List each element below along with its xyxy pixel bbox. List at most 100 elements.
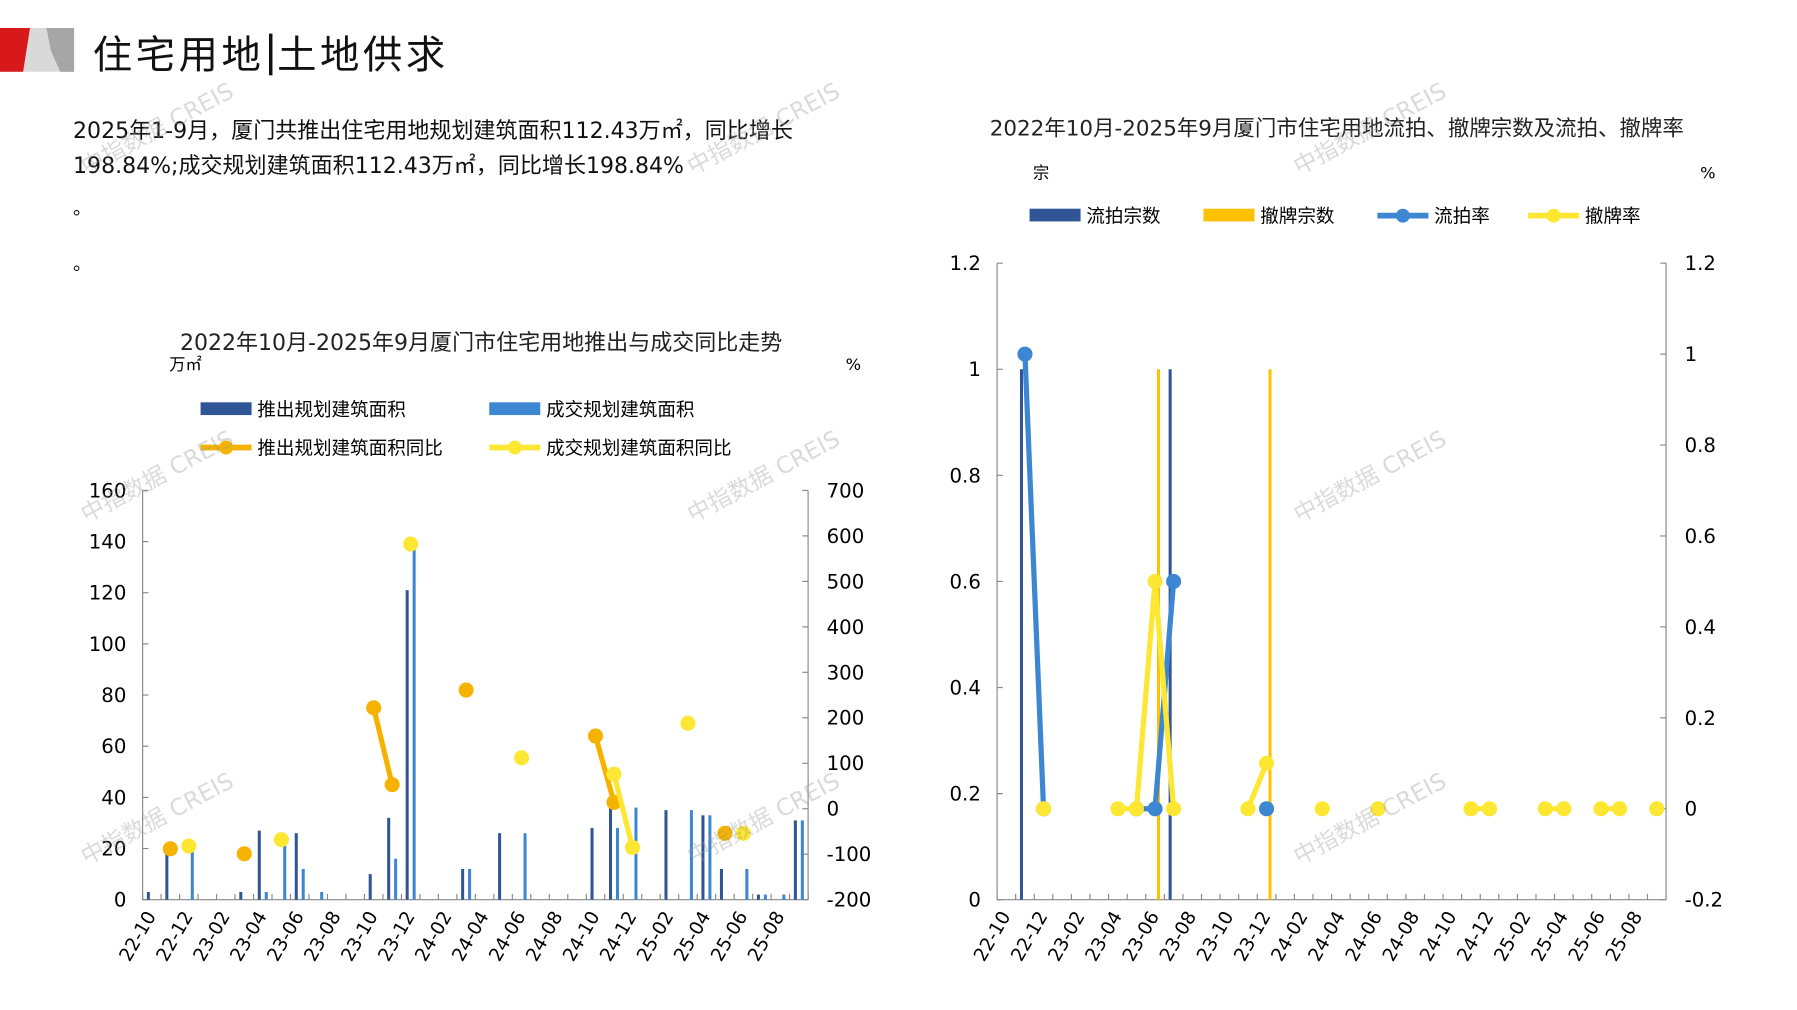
- bar: [239, 892, 243, 900]
- data-point: [1537, 801, 1553, 817]
- legend-label: 成交规划建筑面积: [546, 400, 694, 421]
- y-tick-label: 0.2: [950, 783, 981, 806]
- bar: [756, 894, 760, 900]
- data-point: [273, 832, 289, 848]
- data-point: [1612, 801, 1628, 817]
- legend-marker: [219, 440, 234, 455]
- data-point: [1240, 801, 1256, 817]
- y-tick-label: 0.4: [950, 676, 981, 699]
- y2-tick-label: 1.2: [1685, 252, 1716, 275]
- bar: [190, 851, 194, 900]
- y2-tick-label: 200: [827, 707, 865, 730]
- y-tick-label: 0.6: [950, 570, 981, 593]
- legend-swatch: [1203, 208, 1255, 222]
- bar: [719, 868, 723, 900]
- y-tick-label: 120: [89, 582, 127, 605]
- bar: [523, 833, 527, 900]
- bar: [800, 820, 804, 900]
- y2-tick-label: -100: [827, 843, 872, 866]
- data-point: [1036, 801, 1052, 817]
- line-segment: [592, 735, 617, 804]
- line-segment: [1245, 762, 1269, 810]
- logo-mark-icon: [0, 27, 75, 72]
- bar: [461, 868, 465, 900]
- data-point: [1166, 573, 1182, 589]
- data-point: [1593, 801, 1609, 817]
- y2-tick-label: 1: [1685, 343, 1698, 366]
- data-point: [236, 846, 252, 862]
- bar: [412, 546, 416, 900]
- y2-tick-label: 0.8: [1685, 434, 1716, 457]
- data-point: [624, 839, 641, 855]
- bar: [1268, 369, 1272, 900]
- bar: [301, 868, 305, 900]
- y2-tick-label: 0: [827, 798, 840, 821]
- legend-swatch: [1029, 208, 1081, 222]
- x-tick-label: 25-08: [1602, 908, 1647, 965]
- right-axis-unit: %: [1700, 164, 1715, 183]
- data-point: [1258, 755, 1275, 771]
- y-tick-label: 20: [101, 837, 126, 860]
- bar: [498, 833, 502, 900]
- bar: [368, 874, 372, 900]
- data-point: [458, 682, 474, 698]
- bar: [615, 828, 619, 900]
- data-point: [181, 838, 197, 854]
- y-tick-label: 0: [114, 889, 127, 912]
- legend-label: 流拍率: [1434, 207, 1490, 228]
- data-point: [1258, 801, 1275, 817]
- data-point: [735, 825, 751, 841]
- data-point: [606, 766, 622, 782]
- y2-tick-label: 300: [827, 661, 865, 684]
- bar: [689, 810, 693, 900]
- data-point: [1463, 801, 1479, 817]
- bar: [257, 830, 261, 900]
- legend-label: 撤牌宗数: [1260, 207, 1335, 228]
- line-segment: [611, 773, 636, 849]
- bar: [283, 840, 287, 900]
- bar: [394, 858, 398, 900]
- y2-tick-label: 0: [1685, 798, 1698, 821]
- bar: [320, 892, 324, 900]
- y2-tick-label: 0.6: [1685, 525, 1716, 548]
- data-point: [1147, 801, 1163, 817]
- y2-tick-label: 600: [827, 525, 865, 548]
- bar: [701, 815, 705, 900]
- legend-label: 推出规划建筑面积同比: [257, 438, 442, 459]
- y2-tick-label: -0.2: [1685, 889, 1723, 912]
- data-point: [403, 536, 419, 552]
- bar: [664, 810, 668, 900]
- legend-marker: [1546, 208, 1561, 223]
- data-point: [1481, 801, 1498, 817]
- line-segment: [1022, 354, 1047, 809]
- y2-tick-label: 100: [827, 752, 865, 775]
- bar: [264, 892, 268, 900]
- y2-tick-label: 500: [827, 570, 865, 593]
- y-tick-label: 1.2: [950, 252, 981, 275]
- bar: [387, 817, 391, 900]
- bar: [405, 590, 409, 900]
- y-tick-label: 1: [968, 358, 981, 381]
- data-point: [366, 700, 382, 716]
- data-point: [1166, 801, 1182, 817]
- y-tick-label: 160: [89, 479, 127, 502]
- failed-withdrawn-chart: 宗 % 流拍宗数 撤牌宗数 流拍率 撤牌率 0 0.2 0.4 0.6 0.8 1 1.2 -0.2 0 0.…: [950, 164, 1723, 966]
- bar: [468, 868, 472, 900]
- bar: [609, 802, 613, 900]
- summary-text: 2025年1-9月，厦门共推出住宅用地规划建筑面积112.43万㎡，同比增长19…: [73, 118, 793, 179]
- legend-label: 成交规划建筑面积同比: [546, 438, 731, 459]
- bar: [793, 820, 797, 900]
- title-part-1: 住宅用地: [92, 32, 265, 79]
- data-point: [1556, 801, 1572, 817]
- chart-title: 2022年10月-2025年9月厦门市住宅用地流拍、撤牌宗数及流拍、撤牌率: [989, 117, 1684, 142]
- summary-dot-2: 。: [73, 252, 92, 275]
- legend-marker: [1395, 208, 1410, 223]
- data-point: [1314, 801, 1330, 817]
- y2-tick-label: 0.4: [1685, 616, 1716, 639]
- data-point: [680, 715, 696, 731]
- y-tick-label: 140: [89, 531, 127, 554]
- data-point: [1147, 573, 1163, 589]
- y-tick-label: 0: [968, 889, 981, 912]
